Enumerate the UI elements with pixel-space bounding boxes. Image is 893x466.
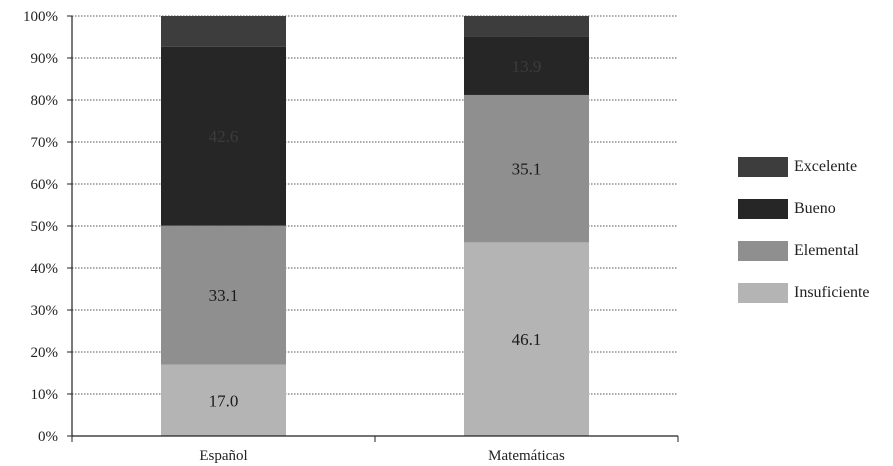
legend-label: Elemental: [794, 242, 859, 259]
bar-value-label: 7.3: [213, 22, 234, 41]
legend-swatch: [738, 157, 788, 177]
bar-segment: [161, 225, 286, 365]
y-tick-label: 50%: [31, 219, 59, 235]
x-category-label: Español: [199, 448, 247, 464]
bar-value-label: 17.0: [209, 391, 239, 410]
y-tick-label: 100%: [23, 9, 58, 25]
y-tick-label: 90%: [31, 51, 59, 67]
bar-segment: [161, 364, 286, 436]
bar-segment: [464, 94, 589, 243]
bar-segment: [464, 242, 589, 436]
legend-swatch: [738, 241, 788, 261]
y-tick-label: 60%: [31, 177, 59, 193]
bar-value-label: 33.1: [209, 286, 239, 305]
legend-label: Insuficiente: [794, 284, 870, 301]
legend-label: Bueno: [794, 200, 836, 217]
y-tick-label: 80%: [31, 93, 59, 109]
legend-label: Excelente: [794, 158, 858, 175]
y-tick-label: 70%: [31, 135, 59, 151]
bar-value-label: 13.9: [512, 57, 542, 76]
bar-segment: [161, 46, 286, 226]
bar-segment: [464, 36, 589, 95]
y-tick-label: 30%: [31, 303, 59, 319]
legend-item: Bueno: [738, 199, 870, 219]
y-tick-label: 20%: [31, 345, 59, 361]
legend-swatch: [738, 199, 788, 219]
x-category-label: Matemáticas: [488, 448, 565, 464]
y-tick-label: 10%: [31, 387, 59, 403]
legend-item: Insuficiente: [738, 283, 870, 303]
bar-value-label: 35.1: [512, 160, 542, 179]
bar-value-label: 42.6: [209, 127, 239, 146]
legend-item: Elemental: [738, 241, 870, 261]
legend-swatch: [738, 283, 788, 303]
bar-segment: [161, 16, 286, 47]
bar-value-label: 4.9: [516, 17, 537, 36]
y-tick-label: 40%: [31, 261, 59, 277]
legend-item: Excelente: [738, 157, 870, 177]
bar-value-label: 46.1: [512, 330, 542, 349]
y-tick-label: 0%: [38, 429, 58, 445]
bar-segment: [464, 16, 589, 37]
legend: Excelente Bueno Elemental Insuficiente: [738, 157, 870, 325]
